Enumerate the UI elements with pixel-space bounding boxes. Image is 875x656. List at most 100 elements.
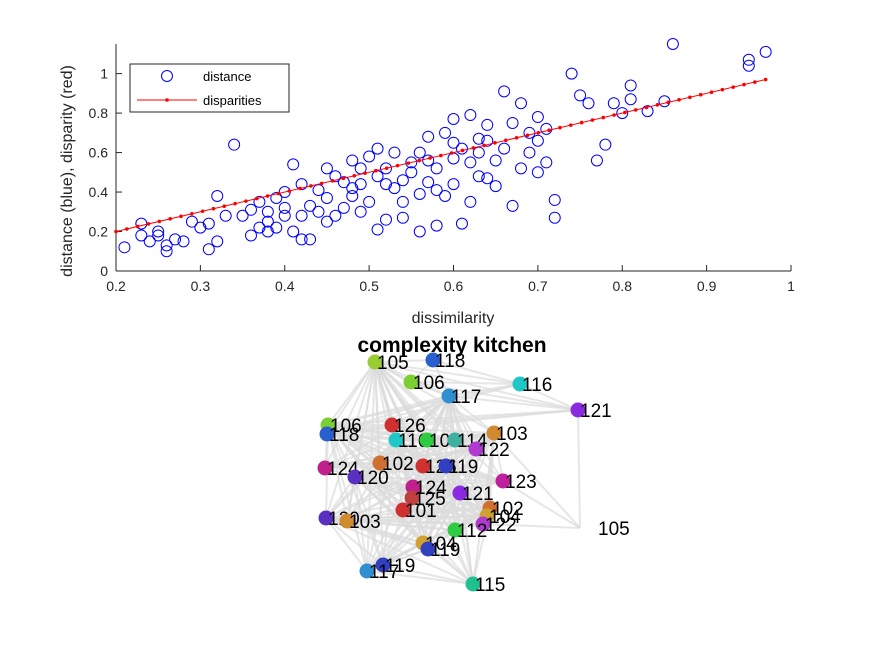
distance-point	[582, 97, 595, 110]
network-edge	[482, 523, 581, 529]
distance-point	[430, 162, 443, 175]
disparity-point	[233, 201, 237, 206]
network-edge	[374, 361, 495, 434]
disparity-point	[298, 186, 302, 191]
disparity-point	[244, 199, 248, 203]
distance-point	[590, 154, 603, 167]
distance-point	[742, 53, 755, 66]
network-node-label: 121	[462, 484, 494, 505]
disparity-point	[384, 166, 389, 170]
distance-point	[506, 199, 519, 212]
distance-point	[329, 209, 342, 222]
distance-point	[371, 142, 384, 155]
y-tick-label: 0	[100, 263, 108, 279]
network-node	[359, 563, 375, 579]
distance-point	[278, 209, 291, 222]
distance-point	[354, 178, 367, 191]
network-node	[447, 432, 463, 448]
network-edge	[502, 480, 581, 529]
distance-point	[295, 178, 308, 191]
network-node-label: 119	[385, 556, 415, 577]
distance-point	[278, 201, 291, 214]
x-tick-label: 0.3	[191, 278, 211, 294]
distance-point	[337, 201, 350, 214]
distance-point	[380, 178, 392, 191]
distance-point	[371, 223, 384, 236]
distance-point	[261, 225, 274, 238]
disparity-point	[125, 227, 129, 231]
network-node	[447, 522, 463, 538]
distance-point	[641, 105, 654, 118]
network-node-label: 126	[394, 416, 426, 437]
disparity-point	[709, 90, 714, 94]
network-node-label: 124	[415, 478, 447, 499]
distance-point	[422, 154, 435, 167]
network-node	[339, 513, 355, 529]
distance-point	[599, 138, 612, 151]
network-title: complexity kitchen	[357, 334, 546, 357]
distance-point	[565, 67, 578, 80]
disparity-point	[720, 87, 725, 92]
network-node-label: 117	[451, 387, 481, 408]
distance-point	[346, 154, 359, 167]
distance-point	[472, 132, 485, 145]
network-edge	[325, 517, 368, 572]
distance-point	[506, 116, 519, 129]
network-node	[486, 425, 502, 441]
network-node	[441, 388, 457, 404]
x-tick-label: 1	[787, 278, 795, 294]
disparity-point	[536, 130, 541, 135]
disparity-point	[482, 143, 486, 148]
distance-point	[422, 176, 435, 189]
distance-point	[270, 191, 283, 204]
distance-point	[388, 182, 401, 195]
network-edge	[346, 520, 429, 550]
network-node-label: 112	[457, 521, 487, 542]
network-node-label: 122	[478, 440, 510, 461]
disparity-point	[579, 120, 584, 125]
network-node-label: 118	[329, 425, 359, 446]
disparity-line	[114, 77, 768, 234]
distance-point	[531, 134, 544, 147]
network-edge	[448, 395, 579, 411]
disparity-point	[406, 161, 411, 165]
legend-label: disparities	[203, 93, 262, 108]
network-edge	[382, 564, 474, 585]
network-node	[388, 432, 404, 448]
distance-point	[607, 97, 620, 110]
network-edge	[324, 439, 397, 469]
legend-box	[129, 63, 290, 113]
network-node-label: 123	[505, 472, 537, 493]
disparity-point	[493, 141, 497, 145]
distance-point	[439, 189, 452, 202]
disparity-point	[395, 163, 400, 168]
distance-point	[261, 205, 274, 218]
network-edge	[374, 361, 579, 411]
distance-point	[464, 195, 477, 208]
distance-point	[295, 209, 308, 222]
distance-point	[624, 79, 637, 92]
distance-point	[616, 107, 629, 120]
y-tick-label: 0.4	[89, 184, 109, 200]
distance-point	[759, 45, 772, 58]
disparity-point	[525, 133, 530, 138]
distance-point	[413, 146, 426, 159]
network-edge	[410, 381, 579, 411]
distance-point	[430, 184, 443, 197]
distance-point	[329, 170, 342, 183]
distance-point	[118, 241, 131, 254]
network-node	[438, 458, 454, 474]
network-node	[384, 417, 400, 433]
distance-point	[253, 195, 266, 208]
distance-point	[320, 162, 333, 175]
disparity-point	[504, 138, 508, 143]
distance-point	[624, 93, 637, 106]
disparity-point	[319, 181, 324, 186]
distance-point	[481, 134, 494, 147]
network-node-label: 125	[414, 489, 446, 510]
disparity-point	[644, 105, 649, 110]
network-edge	[410, 381, 521, 385]
network-edge	[391, 409, 579, 426]
disparity-point	[222, 204, 227, 208]
